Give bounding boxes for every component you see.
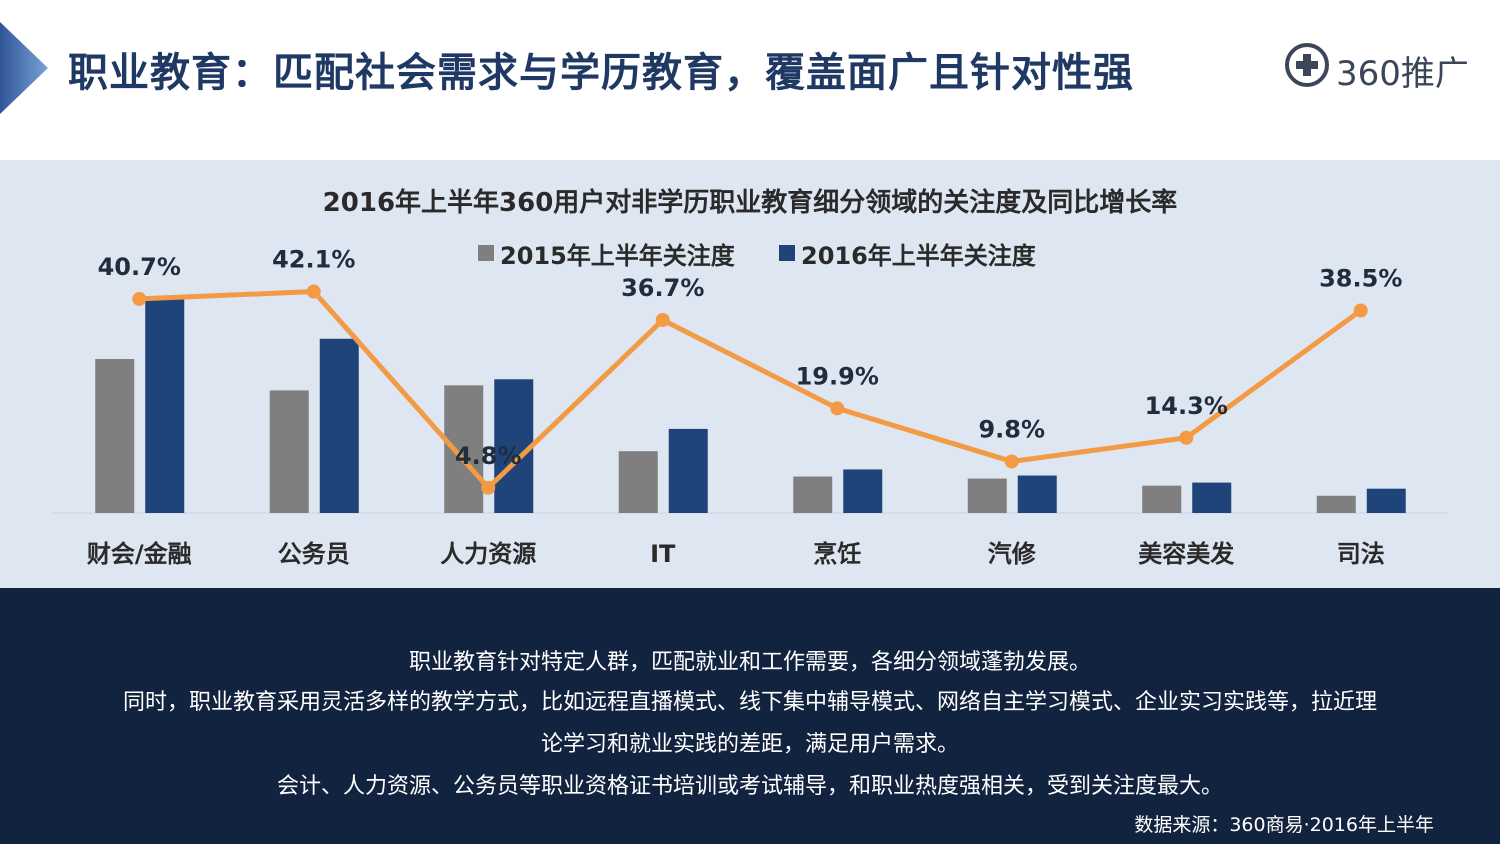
growth-rate-label: 42.1% xyxy=(272,246,355,274)
category-tick-label: IT xyxy=(650,540,676,568)
logo-text: 360推广 xyxy=(1336,54,1469,94)
category-tick-label: 司法 xyxy=(1337,540,1385,568)
growth-rate-point xyxy=(481,480,496,495)
legend-item-2016: 2016年上半年关注度 xyxy=(779,238,1036,270)
growth-rate-label: 9.8% xyxy=(978,415,1045,443)
bar-2015 xyxy=(95,359,135,513)
growth-rate-label: 36.7% xyxy=(621,274,704,302)
legend-swatch-2016 xyxy=(779,245,795,261)
growth-rate-line xyxy=(136,289,1364,491)
data-source: 数据来源：360商易·2016年上半年 xyxy=(1134,814,1434,836)
plus-circle-icon xyxy=(1285,43,1329,87)
page-title: 职业教育：匹配社会需求与学历教育，覆盖面广且针对性强 xyxy=(68,50,1134,96)
chart-plot: 财会/金融 公务员 人力资源 IT 烹饪 汽修 美容美发 司法 40.7% 42.1% 4.8% 36… xyxy=(52,246,1448,568)
bar-2016 xyxy=(668,428,708,513)
category-tick-label: 财会/金融 xyxy=(87,540,192,568)
bar-2016 xyxy=(843,469,883,513)
growth-rate-point xyxy=(1004,454,1019,469)
category-tick-label: 烹饪 xyxy=(813,540,861,568)
bar-2015 xyxy=(1316,495,1356,513)
growth-rate-point xyxy=(830,401,845,416)
bar-2016 xyxy=(1192,482,1232,513)
growth-rate-point xyxy=(1353,303,1368,318)
legend-label-2015: 2015年上半年关注度 xyxy=(500,241,735,270)
growth-rate-point xyxy=(132,291,147,306)
chart-title: 2016年上半年360用户对非学历职业教育细分领域的关注度及同比增长率 xyxy=(322,188,1178,218)
growth-rate-label: 19.9% xyxy=(796,362,879,390)
bar-2016 xyxy=(1366,488,1406,513)
chart-panel: 2016年上半年360用户对非学历职业教育细分领域的关注度及同比增长率 2015… xyxy=(0,160,1500,588)
bar-2015 xyxy=(967,478,1007,513)
growth-rate-label: 38.5% xyxy=(1319,264,1402,292)
legend-swatch-2015 xyxy=(478,245,494,261)
footer-line: 同时，职业教育采用灵活多样的教学方式，比如远程直播模式、线下集中辅导模式、网络自… xyxy=(122,690,1377,715)
bar-2015 xyxy=(793,476,833,513)
growth-rate-label: 4.8% xyxy=(455,442,522,470)
footer: 职业教育针对特定人群，匹配就业和工作需要，各细分领域蓬勃发展。 同时，职业教育采… xyxy=(0,588,1500,844)
category-tick-label: 汽修 xyxy=(988,540,1037,568)
triangle-arrow-icon xyxy=(0,22,48,114)
bar-2016 xyxy=(494,379,534,513)
footer-line: 职业教育针对特定人群，匹配就业和工作需要，各细分领域蓬勃发展。 xyxy=(408,650,1091,675)
legend-item-2015: 2015年上半年关注度 xyxy=(478,238,735,270)
footer-line: 会计、人力资源、公务员等职业资格证书培训或考试辅导，和职业热度强相关，受到关注度… xyxy=(276,774,1223,799)
bar-2016 xyxy=(1017,475,1057,513)
bar-2015 xyxy=(618,451,658,513)
footer-line: 论学习和就业实践的差距，满足用户需求。 xyxy=(540,732,959,757)
growth-rate-label: 14.3% xyxy=(1145,392,1228,420)
bar-2016 xyxy=(145,296,185,513)
logo: 360推广 xyxy=(1282,40,1482,94)
category-tick-label: 美容美发 xyxy=(1138,540,1234,568)
category-tick-label: 公务员 xyxy=(278,540,350,568)
growth-rate-label: 40.7% xyxy=(98,253,181,281)
bar-2015 xyxy=(1142,485,1182,513)
growth-rate-point xyxy=(655,312,670,327)
category-tick-label: 人力资源 xyxy=(440,540,536,568)
bar-2015 xyxy=(269,390,309,513)
growth-rate-point xyxy=(1179,430,1194,445)
header: 职业教育：匹配社会需求与学历教育，覆盖面广且针对性强 360推广 xyxy=(0,0,1500,160)
bar-2016 xyxy=(319,338,359,513)
legend-label-2016: 2016年上半年关注度 xyxy=(801,241,1036,270)
growth-rate-point xyxy=(306,284,321,299)
